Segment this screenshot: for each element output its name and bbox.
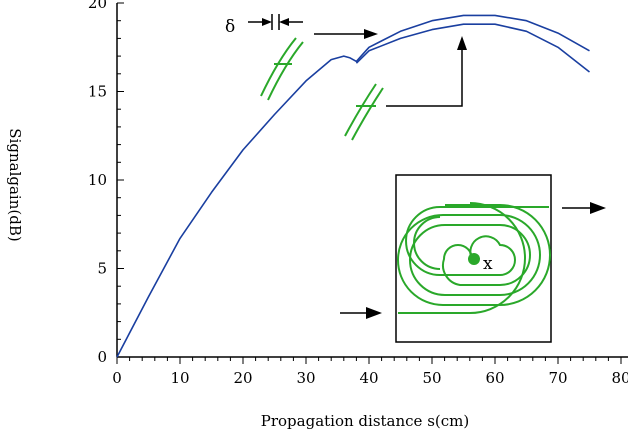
y-tick-label: 15 — [88, 83, 107, 101]
peak-arrow — [314, 29, 378, 39]
y-tick-label: 0 — [97, 348, 107, 366]
coupler-icon-lower — [344, 83, 384, 141]
delta-right-arrowhead — [279, 18, 289, 26]
curve-pointer-line — [386, 48, 463, 107]
delta-annotation: δ — [225, 14, 303, 37]
x-tick-label: 70 — [548, 369, 567, 387]
x-tick-label: 0 — [112, 369, 122, 387]
inset-output-arrowhead — [590, 202, 606, 214]
spiral-center-label: x — [483, 254, 493, 274]
spiral-center-dot — [468, 253, 480, 265]
x-tick-label: 10 — [170, 369, 189, 387]
inset-input-arrow — [340, 307, 382, 319]
x-tick-label: 20 — [233, 369, 252, 387]
delta-left-arrowhead — [262, 18, 272, 26]
x-tick-label: 40 — [359, 369, 378, 387]
peak-arrowhead — [364, 29, 378, 39]
axis-tick-labels: 0 10 20 30 40 50 60 70 80 0 5 10 15 20 — [88, 0, 628, 387]
x-tick-label: 80 — [611, 369, 628, 387]
delta-symbol: δ — [225, 17, 235, 37]
y-axis-title: Signalgain(dB) — [6, 128, 24, 241]
axis-ticks — [116, 2, 622, 364]
series-lines — [116, 14, 590, 358]
x-tick-label: 50 — [422, 369, 441, 387]
series-line-2 — [355, 23, 590, 73]
inset-output-arrow — [562, 202, 606, 214]
series-line-1 — [116, 14, 590, 358]
inset-input-arrowhead — [366, 307, 382, 319]
x-axis-title: Propagation distance s(cm) — [261, 412, 469, 430]
coupler-icon-upper — [260, 37, 304, 101]
y-tick-label: 5 — [97, 260, 107, 278]
curve-pointer-arrow — [386, 36, 467, 107]
y-tick-label: 10 — [88, 171, 107, 189]
y-tick-label: 20 — [88, 0, 107, 12]
spiral-waveguide — [397, 202, 551, 314]
x-tick-label: 60 — [485, 369, 504, 387]
x-tick-label: 30 — [296, 369, 315, 387]
curve-pointer-arrowhead — [457, 36, 467, 50]
spiral-inset: x — [395, 174, 552, 343]
